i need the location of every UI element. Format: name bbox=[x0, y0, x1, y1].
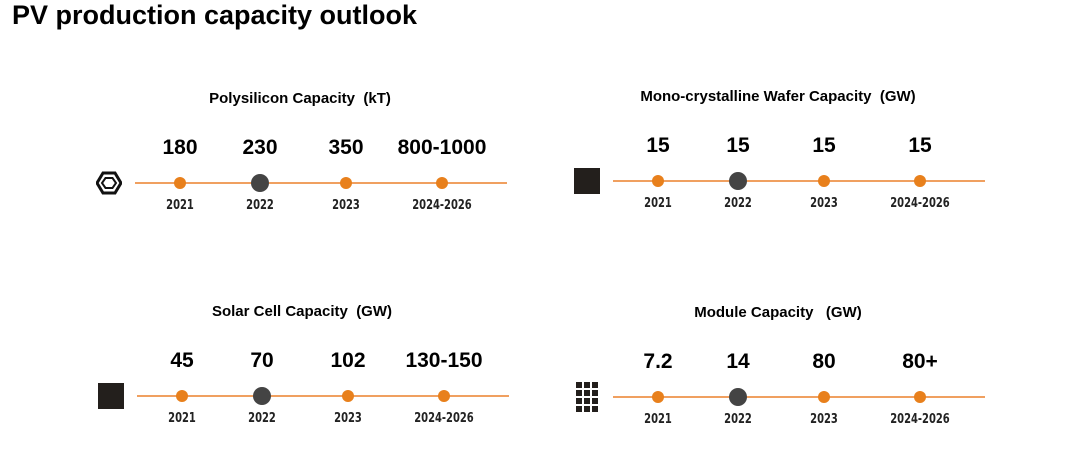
timeline-dot bbox=[729, 172, 747, 190]
year-label: 2023 bbox=[810, 196, 838, 211]
timeline-line bbox=[613, 180, 985, 182]
timeline-line bbox=[135, 182, 507, 184]
timeline-dot bbox=[342, 390, 354, 402]
value-label: 80 bbox=[812, 350, 836, 373]
year-label: 2022 bbox=[724, 196, 752, 211]
module-grid-icon bbox=[576, 382, 598, 412]
value-label: 7.2 bbox=[643, 350, 673, 373]
timeline-dot bbox=[436, 177, 448, 189]
year-label: 2021 bbox=[166, 198, 194, 213]
year-label: 2024-2026 bbox=[890, 196, 950, 211]
timeline-dot bbox=[729, 388, 747, 406]
panel-title: Mono-crystalline Wafer Capacity (GW) bbox=[640, 88, 916, 105]
timeline-dot bbox=[818, 391, 830, 403]
value-label: 15 bbox=[726, 134, 750, 157]
timeline-dot bbox=[340, 177, 352, 189]
timeline-dot bbox=[652, 175, 664, 187]
timeline-dot bbox=[818, 175, 830, 187]
value-label: 45 bbox=[170, 349, 194, 372]
value-label: 102 bbox=[330, 349, 366, 372]
capacity-panel: Mono-crystalline Wafer Capacity (GW) 15 20… bbox=[568, 88, 1008, 228]
value-label: 130-150 bbox=[405, 349, 483, 372]
timeline-dot bbox=[652, 391, 664, 403]
year-label: 2024-2026 bbox=[890, 412, 950, 427]
year-label: 2022 bbox=[248, 411, 276, 426]
panel-title: Solar Cell Capacity (GW) bbox=[211, 303, 393, 320]
panel-title: Polysilicon Capacity (kT) bbox=[209, 90, 391, 107]
year-label: 2023 bbox=[334, 411, 362, 426]
cell-square-icon bbox=[98, 383, 124, 409]
year-label: 2024-2026 bbox=[412, 198, 472, 213]
panel-title: Module Capacity (GW) bbox=[694, 304, 862, 321]
year-label: 2021 bbox=[644, 412, 672, 427]
hexagon-nut-icon bbox=[96, 171, 122, 195]
timeline-dot bbox=[253, 387, 271, 405]
year-label: 2021 bbox=[168, 411, 196, 426]
timeline-dot bbox=[174, 177, 186, 189]
value-label: 800-1000 bbox=[397, 136, 487, 159]
timeline-dot bbox=[914, 175, 926, 187]
value-label: 180 bbox=[162, 136, 198, 159]
value-label: 80+ bbox=[902, 350, 938, 373]
capacity-panel: Solar Cell Capacity (GW) 45 2021 70 2022 102 2… bbox=[92, 303, 532, 443]
value-label: 14 bbox=[726, 350, 750, 373]
year-label: 2023 bbox=[332, 198, 360, 213]
value-label: 230 bbox=[242, 136, 278, 159]
timeline-line bbox=[613, 396, 985, 398]
value-label: 15 bbox=[646, 134, 670, 157]
timeline-dot bbox=[914, 391, 926, 403]
year-label: 2022 bbox=[246, 198, 274, 213]
timeline-dot bbox=[438, 390, 450, 402]
value-label: 350 bbox=[328, 136, 364, 159]
year-label: 2024-2026 bbox=[414, 411, 474, 426]
timeline-line bbox=[137, 395, 509, 397]
year-label: 2021 bbox=[644, 196, 672, 211]
year-label: 2022 bbox=[724, 412, 752, 427]
capacity-panel: Polysilicon Capacity (kT) 180 2021 230 2022 3… bbox=[90, 90, 530, 230]
timeline-dot bbox=[251, 174, 269, 192]
year-label: 2023 bbox=[810, 412, 838, 427]
value-label: 15 bbox=[908, 134, 932, 157]
capacity-panel: Module Capacity (GW) 7.2 2021 14 2022 80 2023 8… bbox=[568, 304, 1008, 444]
page-title: PV production capacity outlook bbox=[12, 0, 418, 30]
wafer-square-icon bbox=[574, 168, 600, 194]
timeline-dot bbox=[176, 390, 188, 402]
value-label: 70 bbox=[250, 349, 274, 372]
value-label: 15 bbox=[812, 134, 836, 157]
